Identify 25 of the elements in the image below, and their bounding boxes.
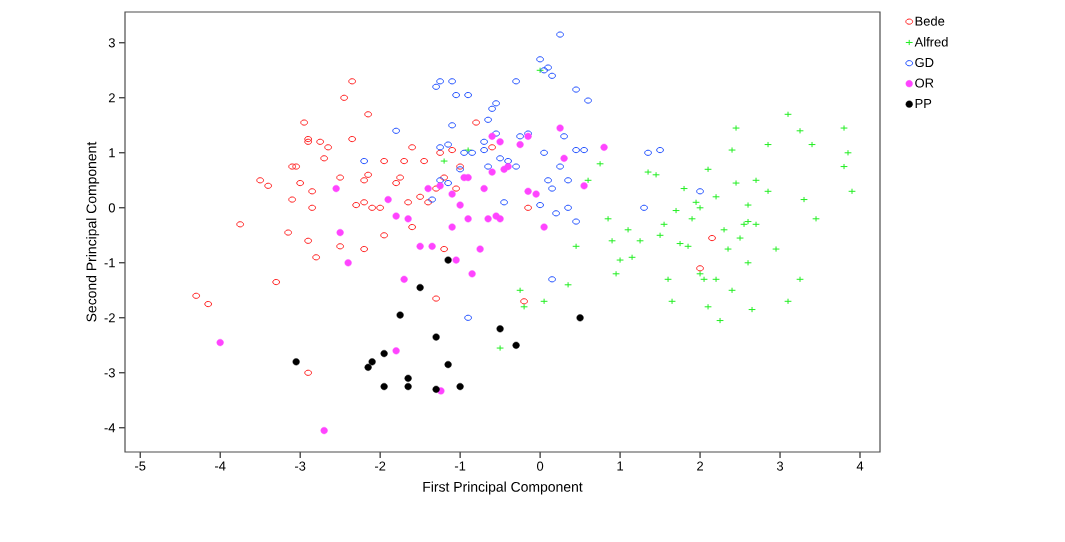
x-axis-title: First Principal Component <box>423 481 583 495</box>
y-tick-label: -3 <box>104 368 115 378</box>
y-tick-label: -2 <box>104 313 115 323</box>
x-tick-label: -1 <box>454 461 466 471</box>
legend-label: OR <box>915 78 934 88</box>
x-tick-label: 0 <box>536 461 544 471</box>
y-tick-label: 0 <box>108 203 115 213</box>
y-tick-label: 3 <box>108 38 115 48</box>
legend-label: GD <box>915 57 934 68</box>
x-tick-label: -3 <box>294 461 306 471</box>
y-tick-label: 2 <box>108 93 115 103</box>
x-tick-label: 1 <box>617 461 624 471</box>
y-tick-label: -1 <box>104 258 115 268</box>
y-tick-label: -4 <box>104 423 116 433</box>
x-tick-label: -2 <box>374 461 386 471</box>
y-tick-label: 1 <box>109 148 115 158</box>
legend-label: Alfred <box>914 37 948 47</box>
x-tick-label: -5 <box>135 461 146 471</box>
x-tick-label: 3 <box>776 461 784 471</box>
legend-label: PP <box>915 98 932 108</box>
legend-label: Bede <box>915 16 945 26</box>
x-tick-label: -4 <box>215 461 226 471</box>
y-axis-title: Second Principal Component <box>86 141 100 322</box>
x-tick-label: 4 <box>856 461 864 471</box>
x-tick-label: 2 <box>697 461 703 471</box>
